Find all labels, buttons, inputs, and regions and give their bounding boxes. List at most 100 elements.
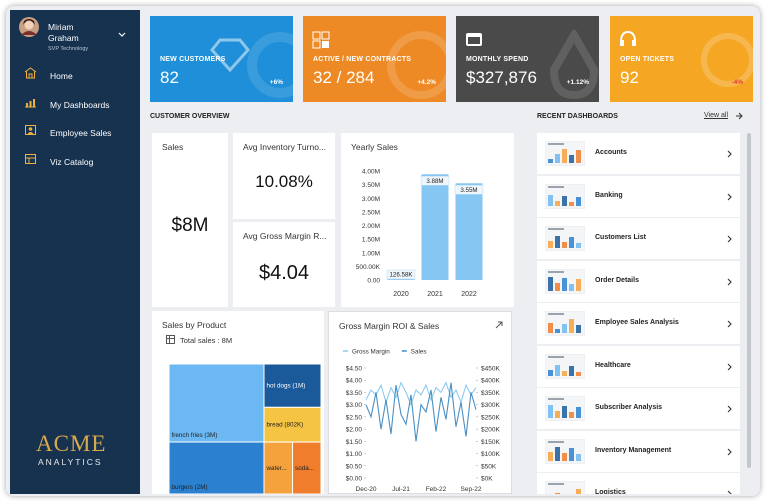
dashboard-thumbnail	[545, 268, 585, 294]
treemap-label: soda...	[295, 465, 314, 472]
row-chevron	[727, 448, 732, 455]
row-chevron	[727, 235, 732, 243]
thumb-shape	[548, 369, 553, 376]
thumb-shape	[562, 452, 567, 461]
y-tick-label: $4.00	[346, 378, 363, 385]
kpi-card[interactable]: ACTIVE / NEW CONTRACTS 32 / 284 +4.2%	[303, 16, 446, 102]
dashboard-row[interactable]: Employee Sales Analysis	[537, 303, 740, 344]
y-tick-label: 1.50M	[362, 237, 380, 244]
logo-bottom: ANALYTICS	[38, 457, 103, 467]
y2-tick-label: $100K	[481, 451, 500, 458]
metric-value: $8M	[171, 215, 209, 236]
y-tick-label: 500.00K	[356, 264, 381, 271]
metric-title: Avg Gross Margin R...	[243, 231, 327, 241]
nav-item[interactable]: Home	[50, 71, 73, 81]
x-tick-label: 2020	[393, 291, 409, 298]
nav-item[interactable]: My Dashboards	[50, 100, 110, 110]
thumb-shape	[555, 364, 560, 376]
thumb-shape	[548, 194, 553, 206]
value-label: 126.58K	[389, 272, 413, 279]
kpi-card[interactable]: NEW CUSTOMERS 82 +6%	[150, 16, 293, 102]
chevron	[727, 320, 732, 328]
kpi-title: NEW CUSTOMERS	[160, 56, 226, 63]
catalog-icon	[25, 154, 36, 164]
user-role: SVP Technology	[48, 46, 89, 52]
y-tick-label: $2.00	[346, 427, 363, 434]
metric-title: Sales	[162, 142, 184, 152]
dashboard-row[interactable]: Subscriber Analysis	[537, 388, 740, 429]
thumb-shape	[548, 159, 553, 163]
thumb-shape	[569, 237, 574, 248]
thumb-shape	[576, 371, 581, 376]
dashboard-thumbnail	[545, 183, 585, 209]
y2-tick-label: $350K	[481, 390, 500, 397]
chevron	[727, 448, 732, 455]
thumb-shape	[555, 411, 560, 418]
kpi-title: MONTHLY SPEND	[466, 56, 529, 63]
dashboard-row[interactable]: Order Details	[537, 260, 740, 302]
thumb-shape	[555, 154, 560, 163]
bar	[455, 183, 483, 280]
treemap-label: french fries (3M)	[172, 432, 218, 439]
thumb-shape	[548, 405, 553, 418]
treemap-cell	[168, 441, 265, 494]
thumb-shape	[569, 412, 574, 418]
metric-value: 10.08%	[255, 172, 313, 191]
y-tick-label: $3.00	[346, 402, 363, 409]
kpi-change: +4.2%	[417, 79, 436, 86]
kpi-title: OPEN TICKETS	[620, 56, 675, 63]
y2-tick-label: $0K	[481, 476, 493, 483]
y2-tick-label: $450K	[481, 366, 500, 373]
dashboard-name: Inventory Management	[595, 446, 672, 454]
expand-icon[interactable]	[495, 321, 503, 329]
dashboard-name: Order Details	[595, 276, 639, 284]
row-chevron	[727, 405, 732, 413]
nav-item[interactable]: Viz Catalog	[50, 157, 94, 167]
y-tick-label: 3.00M	[362, 196, 380, 203]
thumb-shape	[562, 195, 567, 206]
treemap-label: hot dogs (1M)	[267, 383, 306, 390]
chevron	[727, 150, 732, 158]
dashboard-name: Banking	[595, 191, 623, 199]
thumb-shape	[576, 196, 581, 206]
kpi-value: 92	[620, 68, 639, 87]
kpi-card[interactable]: OPEN TICKETS 92 -4%	[610, 16, 753, 102]
user-menu-chevron[interactable]	[118, 32, 126, 38]
metric-title: Avg Inventory Turno...	[243, 142, 326, 152]
dashboard-thumbnail	[545, 481, 585, 494]
dashboard-row[interactable]: Inventory Management	[537, 430, 740, 472]
thumb-shape	[576, 325, 581, 333]
treemap-label: water...	[266, 465, 288, 472]
row-chevron	[727, 320, 732, 328]
dashboard-row[interactable]: Accounts	[537, 133, 740, 174]
legend-label: Gross Margin	[352, 348, 390, 355]
dashboard-row[interactable]: Banking	[537, 175, 740, 217]
employee-icon	[25, 125, 36, 135]
thumb-shape	[555, 329, 560, 333]
section-title: RECENT DASHBOARDS	[537, 113, 618, 120]
y-tick-label: $0.00	[346, 476, 363, 483]
metric-card: Sales $8M	[152, 133, 228, 307]
thumb-shape	[569, 283, 574, 291]
thumb-header	[548, 270, 564, 273]
nav-item[interactable]: Employee Sales	[50, 128, 112, 138]
row-chevron	[727, 490, 732, 494]
thumb-shape	[576, 453, 581, 461]
dashboard-row[interactable]: Logistics	[537, 473, 740, 494]
kpi-card[interactable]: MONTHLY SPEND $327,876 +1.12%	[456, 16, 599, 102]
dashboard-row[interactable]: Healthcare	[537, 345, 740, 387]
chart-subtitle: Total sales : 8M	[180, 336, 233, 345]
y-tick-label: $3.50	[346, 390, 363, 397]
dashboard-row[interactable]: Customers List	[537, 218, 740, 259]
y-tick-label: $4.50	[346, 366, 363, 373]
dashboard-thumbnail	[545, 141, 585, 166]
scrollbar[interactable]	[747, 133, 751, 468]
thumb-shape	[562, 406, 567, 418]
view-all-link[interactable]: View all	[704, 112, 728, 119]
thumb-shape	[562, 370, 567, 376]
thumb-shape	[562, 277, 567, 291]
thumb-header	[548, 313, 564, 315]
kpi-title: ACTIVE / NEW CONTRACTS	[313, 56, 412, 63]
y-tick-label: 0.00	[367, 278, 380, 285]
thumb-shape	[569, 319, 574, 333]
